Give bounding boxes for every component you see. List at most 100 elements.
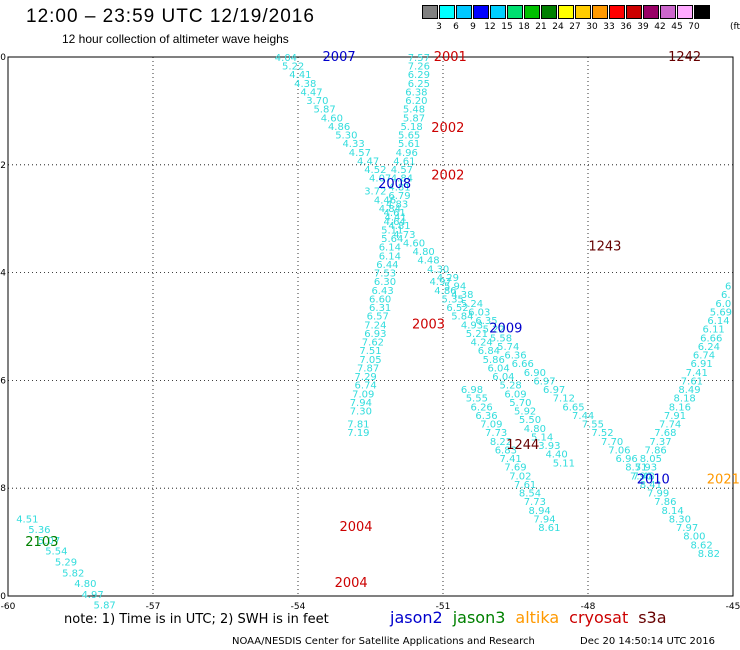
swh-value: 8.54 xyxy=(519,489,541,500)
color-swatch xyxy=(575,5,591,19)
map-frame xyxy=(7,56,734,597)
swh-value: 3.72 xyxy=(364,187,386,198)
swh-value: 4.38 xyxy=(294,79,316,90)
color-tick-label: 30 xyxy=(586,22,598,32)
swh-value: 3.93 xyxy=(538,441,560,452)
swh-value: 4.48 xyxy=(417,256,439,267)
swh-value: 7.81 xyxy=(347,420,369,431)
swh-value: 5.92 xyxy=(514,407,536,418)
swh-value: 6.09 xyxy=(504,389,526,400)
swh-value: 4.57 xyxy=(349,148,371,159)
swh-value: 5.11 xyxy=(381,225,403,236)
swh-value: 6.25 xyxy=(408,79,430,90)
swh-value: 4.41 xyxy=(385,213,407,224)
swh-value: 8.51 xyxy=(625,463,647,474)
swh-value: 8.94 xyxy=(529,506,551,517)
swh-value: 4.83 xyxy=(386,200,408,211)
swh-value: 7.30 xyxy=(350,407,372,418)
swh-value: 5.48 xyxy=(403,105,425,116)
swh-value: 7.09 xyxy=(352,389,374,400)
color-swatch xyxy=(592,5,608,19)
swh-value: 7.74 xyxy=(659,420,681,431)
swh-value: 6.36 xyxy=(475,411,497,422)
color-swatch xyxy=(660,5,676,19)
swh-value: 7.19 xyxy=(347,428,369,439)
swh-value: 6.0 xyxy=(715,299,731,310)
color-swatch xyxy=(439,5,455,19)
swh-value: 6.74 xyxy=(355,381,377,392)
swh-value: 5.28 xyxy=(500,381,522,392)
swh-value: 6.11 xyxy=(703,325,725,336)
swh-value: 6.79 xyxy=(388,191,410,202)
swh-value: 7.24 xyxy=(364,320,386,331)
swh-value: 5.87 xyxy=(313,105,335,116)
swh-value: 7.86 xyxy=(645,445,667,456)
legend-entry-s3a: s3a xyxy=(638,608,667,627)
swh-value: 8.18 xyxy=(674,394,696,405)
swh-value: 4.93 xyxy=(461,320,483,331)
swh-value: 5.07 xyxy=(38,536,60,547)
swh-value: 6.14 xyxy=(707,316,729,327)
color-swatch xyxy=(456,5,472,19)
swh-value: 7.70 xyxy=(601,437,623,448)
swh-value: 4.57 xyxy=(391,165,413,176)
pass-number-label: 2009 xyxy=(489,322,522,337)
color-tick-label: 45 xyxy=(671,22,683,32)
color-swatch xyxy=(626,5,642,19)
swh-value: 7.48 xyxy=(632,471,654,482)
swh-value: 7.69 xyxy=(504,463,526,474)
swh-value: 4.84 xyxy=(379,204,401,215)
swh-value: 7.86 xyxy=(654,497,676,508)
swh-value: 6.26 xyxy=(471,402,493,413)
chart-subtitle: 12 hour collection of altimeter wave hei… xyxy=(62,32,289,46)
swh-value: 7.87 xyxy=(357,363,379,374)
pass-number-label: 2008 xyxy=(378,177,411,192)
lat-tick-label: -50 xyxy=(0,592,6,602)
color-tick-label: 24 xyxy=(552,22,564,32)
color-swatch xyxy=(490,5,506,19)
swh-value: 4.04 xyxy=(275,53,297,64)
swh-value: 6.96 xyxy=(616,454,638,465)
swh-value: 4.81 xyxy=(388,221,410,232)
swh-value: 7.09 xyxy=(480,420,502,431)
swh-value: 4.80 xyxy=(413,247,435,258)
swh-value: 7.12 xyxy=(553,394,575,405)
color-swatch xyxy=(507,5,523,19)
swh-value: 7.61 xyxy=(681,376,703,387)
swh-value: 5.18 xyxy=(400,122,422,133)
swh-value: 8.14 xyxy=(661,506,683,517)
swh-value: 4.97 xyxy=(81,590,103,601)
swh-value: 5.74 xyxy=(497,342,519,353)
swh-value: 7.94 xyxy=(350,398,372,409)
color-swatch xyxy=(694,5,710,19)
swh-value: 6.30 xyxy=(374,277,396,288)
lon-tick-label: -54 xyxy=(291,602,306,612)
lat-tick-label: -42 xyxy=(0,161,6,171)
pass-number-label: 1243 xyxy=(588,240,621,255)
swh-value: 7.44 xyxy=(572,411,594,422)
swh-value: 6. xyxy=(721,290,731,301)
swh-value: 3.70 xyxy=(306,96,328,107)
lat-tick-label: -48 xyxy=(0,484,6,494)
swh-value: 7.94 xyxy=(533,514,555,525)
swh-value: 7.68 xyxy=(654,428,676,439)
swh-value: 6.93 xyxy=(364,329,386,340)
swh-value: 4.60 xyxy=(321,113,343,124)
swh-value: 6.31 xyxy=(369,303,391,314)
swh-value: 4.30 xyxy=(427,264,449,275)
chart-title: 12:00 – 23:59 UTC 12/19/2016 xyxy=(26,6,315,27)
swh-value: 4.47 xyxy=(300,87,322,98)
pass-number-label: 1244 xyxy=(506,438,539,453)
lon-tick-label: -45 xyxy=(726,602,740,612)
swh-value: 5.22 xyxy=(483,325,505,336)
swh-value: 6 xyxy=(725,282,731,293)
swh-value: 6.91 xyxy=(690,359,712,370)
swh-value: 6.04 xyxy=(487,363,509,374)
swh-value: 7.90 xyxy=(630,471,652,482)
swh-value: 6.52 xyxy=(446,303,468,314)
legend-entry-altika: altika xyxy=(515,608,560,627)
swh-value: 6.03 xyxy=(468,307,490,318)
pass-number-label: 2007 xyxy=(323,50,356,65)
pass-number-label: 2103 xyxy=(25,535,58,550)
swh-value: 7.26 xyxy=(408,62,430,73)
